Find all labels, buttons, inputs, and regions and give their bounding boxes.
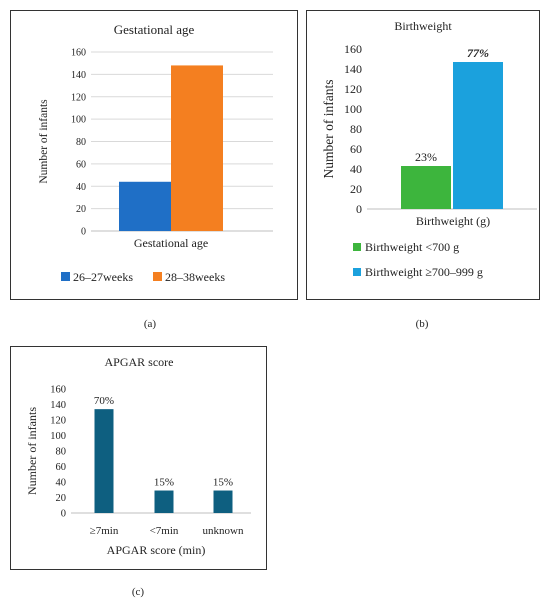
chart-c-y-axis-label: Number of infants [25,407,39,495]
chart-c-title: APGAR score [105,355,174,369]
subcaption-a: (a) [143,318,157,330]
chart-c-bar-2 [154,490,174,513]
chart-a-y-tick-label: 0 [81,227,86,238]
chart-c-y-tick-label: 140 [50,400,66,411]
chart-a-legend-swatch-1 [61,272,70,281]
chart-a-title: Gestational age [114,22,195,37]
chart-b-bar-1 [401,166,451,209]
subcaption-c: (c) [131,586,145,598]
chart-b-y-tick-label: 40 [350,162,362,176]
chart-c-bar-3 [213,490,233,513]
chart-b-data-label-2: 77% [467,46,489,60]
chart-b-y-tick-label: 60 [350,142,362,156]
chart-c-x-axis-label: APGAR score (min) [107,543,206,557]
subcaption-b: (b) [415,318,429,330]
chart-a-bar-1 [119,181,171,231]
chart-b-bar-2 [453,62,503,209]
chart-birthweight-svg: Birthweight 0 20 40 60 80 100 120 140 160 Number o… [321,19,537,279]
chart-c-data-label-1: 70% [94,395,114,407]
chart-apgar-score: APGAR score 0 20 40 60 80 100 120 140 160 Number o… [10,346,267,570]
chart-c-y-tick-label: 60 [56,462,67,473]
chart-c-y-tick-label: 160 [50,385,66,396]
chart-a-bar-2 [171,65,223,231]
chart-b-legend-label-2: Birthweight ≥700–999 g [365,265,483,279]
chart-a-x-axis-label: Gestational age [134,236,208,250]
chart-b-y-tick-label: 100 [344,102,362,116]
chart-b-legend-label-1: Birthweight <700 g [365,240,459,254]
chart-a-y-tick-label: 100 [71,115,86,126]
chart-c-category-label-3: unknown [203,525,244,537]
chart-a-legend-swatch-2 [153,272,162,281]
chart-c-y-tick-label: 20 [56,493,67,504]
chart-a-y-tick-label: 80 [76,137,86,148]
chart-b-y-axis-label: Number of infants [321,80,336,179]
chart-b-legend-swatch-2 [353,268,361,276]
chart-a-y-tick-label: 20 [76,204,86,215]
chart-b-y-tick-label: 140 [344,62,362,76]
chart-a-y-tick-label: 160 [71,48,86,59]
chart-b-y-tick-label: 120 [344,82,362,96]
chart-a-y-tick-label: 120 [71,92,86,103]
chart-b-y-tick-label: 20 [350,182,362,196]
chart-b-x-axis-label: Birthweight (g) [416,214,490,228]
chart-c-category-label-2: <7min [150,525,179,537]
chart-c-data-label-3: 15% [213,477,233,489]
chart-a-legend-label-2: 28–38weeks [165,270,225,284]
chart-b-y-tick-label: 160 [344,42,362,56]
chart-a-legend-label-1: 26–27weeks [73,270,133,284]
chart-apgar-score-svg: APGAR score 0 20 40 60 80 100 120 140 160 Number o… [25,355,251,557]
chart-c-bar-1 [94,409,114,513]
chart-gestational-age-svg: Gestational age 0 20 40 60 80 100 120 140 160 Numb… [38,22,273,284]
chart-a-y-tick-label: 60 [76,159,86,170]
chart-a-y-tick-label: 40 [76,182,86,193]
chart-c-y-tick-label: 0 [61,509,66,520]
chart-c-y-tick-label: 40 [56,478,67,489]
chart-a-y-axis-label: Number of infants [38,99,50,184]
chart-b-y-tick-label: 0 [356,202,362,216]
chart-a-y-tick-label: 140 [71,70,86,81]
chart-birthweight: Birthweight 0 20 40 60 80 100 120 140 160 Number o… [306,10,540,300]
chart-c-y-tick-label: 100 [50,431,66,442]
chart-c-y-tick-label: 120 [50,416,66,427]
chart-gestational-age: Gestational age 0 20 40 60 80 100 120 140 160 Numb… [10,10,298,300]
chart-b-title: Birthweight [394,19,452,33]
chart-b-y-tick-label: 80 [350,122,362,136]
chart-b-legend-swatch-1 [353,243,361,251]
chart-c-category-label-1: ≥7min [90,525,119,537]
chart-c-y-tick-label: 80 [56,447,67,458]
chart-b-data-label-1: 23% [415,150,437,164]
chart-c-data-label-2: 15% [154,477,174,489]
